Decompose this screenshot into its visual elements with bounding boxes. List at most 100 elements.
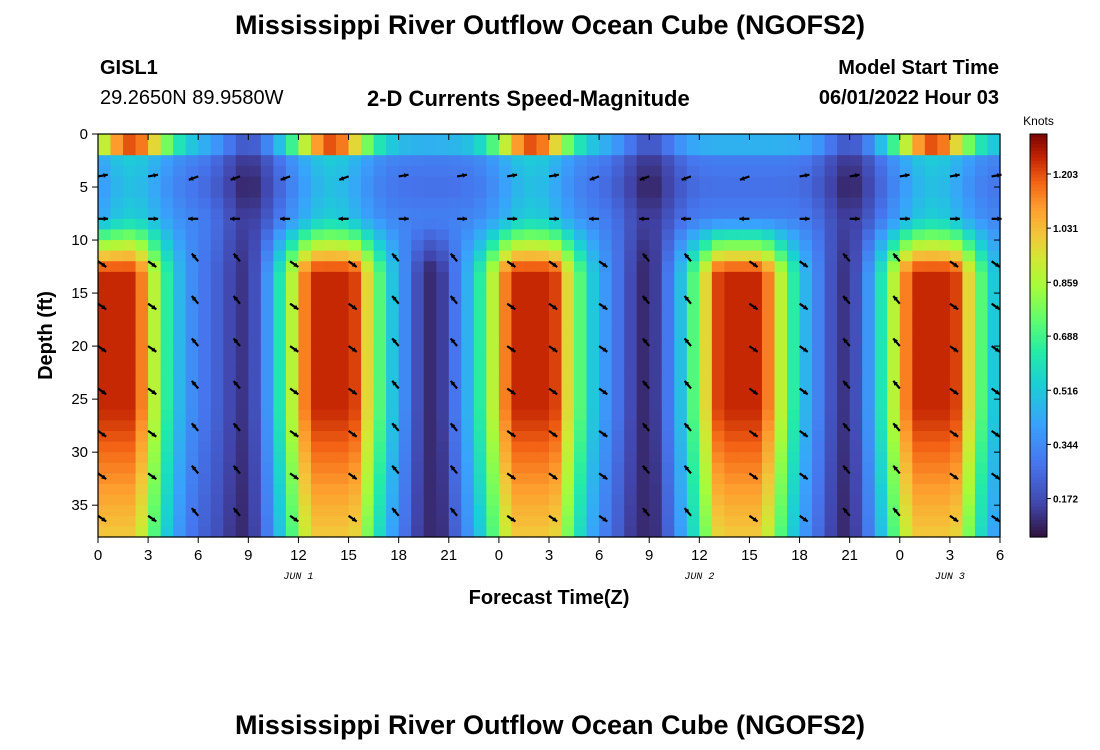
- heatmap-cell: [185, 441, 199, 453]
- heatmap-cell: [373, 303, 387, 315]
- heatmap-cell: [298, 282, 312, 294]
- heatmap-cell: [761, 303, 776, 315]
- heatmap-cell: [874, 197, 888, 209]
- heatmap-cell: [386, 346, 400, 358]
- heatmap-cell: [674, 335, 688, 347]
- colorbar-tick-label: 0.688: [1053, 332, 1078, 343]
- heatmap-cell: [310, 515, 325, 527]
- heatmap-cell: [711, 430, 725, 443]
- colorbar-segment: [1030, 322, 1047, 327]
- heatmap-cell: [473, 144, 487, 156]
- heatmap-cell: [323, 409, 337, 421]
- heatmap-cell: [937, 271, 951, 284]
- heatmap-cell: [386, 367, 400, 379]
- heatmap-cell: [298, 303, 312, 315]
- heatmap-cell: [949, 271, 964, 284]
- heatmap-cell: [348, 229, 362, 241]
- heatmap-cell: [549, 441, 563, 453]
- current-vector-head: [602, 517, 608, 522]
- heatmap-cell: [761, 293, 776, 305]
- heatmap-cell: [210, 367, 224, 379]
- heatmap-cell: [348, 526, 362, 538]
- heatmap-cell: [135, 473, 149, 485]
- heatmap-cell: [110, 250, 124, 262]
- heatmap-cell: [273, 430, 287, 443]
- heatmap-cell: [862, 187, 876, 199]
- heatmap-cell: [774, 409, 788, 421]
- heatmap-cell: [787, 324, 801, 337]
- heatmap-cell: [661, 505, 675, 517]
- heatmap-cell: [273, 505, 287, 517]
- heatmap-cell: [461, 282, 475, 294]
- heatmap-cell: [173, 293, 187, 305]
- current-vector-head: [191, 508, 197, 513]
- heatmap-cell: [686, 367, 700, 379]
- colorbar-segment: [1030, 503, 1047, 508]
- heatmap-cell: [974, 377, 989, 390]
- heatmap-cell: [198, 240, 212, 252]
- heatmap-cell: [298, 261, 312, 273]
- heatmap-cell: [686, 144, 700, 156]
- heatmap-cell: [361, 197, 375, 209]
- heatmap-cell: [348, 144, 362, 156]
- heatmap-cell: [473, 346, 487, 358]
- heatmap-cell: [711, 261, 725, 273]
- heatmap-cell: [711, 526, 725, 538]
- current-vector: [147, 472, 157, 481]
- heatmap-cell: [285, 176, 300, 188]
- heatmap-cell: [974, 388, 989, 400]
- heatmap-cell: [987, 441, 1001, 453]
- heatmap-cell: [173, 250, 187, 262]
- heatmap-cell: [824, 473, 838, 485]
- heatmap-cell: [611, 399, 625, 411]
- current-vector: [347, 387, 358, 396]
- heatmap-cell: [498, 261, 513, 273]
- heatmap-cell: [549, 155, 563, 167]
- heatmap-cell: [736, 399, 751, 411]
- colorbar-segment: [1030, 291, 1047, 296]
- heatmap-cell: [486, 250, 500, 262]
- heatmap-cell: [674, 176, 688, 188]
- heatmap-cell: [974, 335, 989, 347]
- heatmap-cell: [473, 441, 487, 453]
- heatmap-cell: [123, 208, 137, 220]
- heatmap-cell: [298, 494, 312, 506]
- heatmap-cell: [498, 335, 513, 347]
- heatmap-cell: [761, 420, 776, 432]
- heatmap-cell: [849, 229, 863, 241]
- heatmap-cell: [411, 155, 425, 167]
- current-vector-head: [404, 216, 409, 222]
- heatmap-cell: [912, 229, 926, 241]
- heatmap-cell: [523, 240, 538, 252]
- heatmap-cell: [749, 282, 763, 294]
- heatmap-cell: [661, 303, 675, 315]
- heatmap-cell: [536, 261, 550, 273]
- heatmap-cell: [912, 303, 926, 315]
- heatmap-cell: [411, 208, 425, 220]
- x-tick-label: 3: [946, 547, 954, 564]
- heatmap-cell: [523, 515, 538, 527]
- colorbar-segment: [1030, 429, 1047, 434]
- current-vector-head: [752, 347, 758, 352]
- current-vector-head: [101, 432, 107, 437]
- heatmap-cell: [711, 452, 725, 464]
- heatmap-cell: [361, 176, 375, 188]
- heatmap-cell: [536, 356, 550, 368]
- current-vector-head: [230, 216, 235, 222]
- heatmap-cell: [962, 367, 976, 379]
- heatmap-cell: [185, 526, 199, 538]
- x-tick-label: 9: [645, 547, 653, 564]
- heatmap-cell: [824, 515, 838, 527]
- current-vector-head: [994, 517, 1000, 522]
- current-vector-head: [953, 389, 959, 395]
- heatmap-cell: [536, 134, 550, 146]
- heatmap-cell: [661, 218, 675, 231]
- heatmap-cell: [135, 240, 149, 252]
- heatmap-cell: [448, 197, 462, 209]
- heatmap-cell: [323, 293, 337, 305]
- heatmap-cell: [123, 165, 137, 178]
- heatmap-cell: [223, 388, 237, 400]
- heatmap-cell: [461, 505, 475, 517]
- heatmap-cell: [511, 261, 525, 273]
- heatmap-cell: [348, 165, 362, 178]
